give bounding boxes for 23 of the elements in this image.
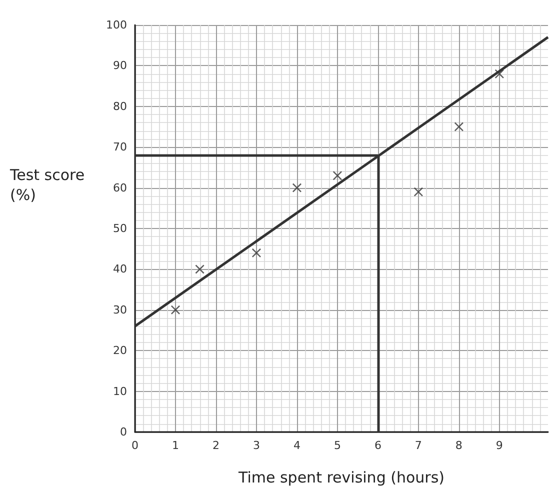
y-tick-label: 40 — [113, 262, 127, 276]
x-tick-label: 5 — [334, 439, 341, 452]
y-tick-label: 50 — [113, 222, 127, 235]
x-tick-label: 4 — [293, 439, 300, 452]
y-tick-label: 10 — [113, 384, 127, 398]
y-tick-label: 0 — [120, 426, 127, 438]
y-tick-label: 30 — [113, 303, 127, 316]
y-tick-label: 60 — [113, 181, 127, 194]
y-tick-label: 100 — [106, 18, 127, 32]
y-axis-title: Test score (%) — [9, 166, 85, 204]
x-tick-label: 1 — [172, 439, 179, 452]
x-tick-label: 6 — [374, 439, 382, 452]
y-tick-label: 20 — [113, 344, 127, 358]
y-tick-label: 90 — [113, 59, 127, 72]
y-tick-label: 80 — [113, 100, 127, 113]
y-tick-label: 70 — [113, 140, 127, 154]
x-tick-label: 2 — [212, 439, 220, 452]
x-tick-label: 9 — [496, 439, 503, 452]
x-tick-label: 0 — [132, 439, 138, 452]
x-tick-label: 3 — [252, 439, 260, 452]
x-tick-label: 8 — [455, 439, 462, 452]
x-axis-title: Time spent revising (hours) — [238, 468, 444, 486]
x-tick-label: 7 — [414, 439, 422, 452]
